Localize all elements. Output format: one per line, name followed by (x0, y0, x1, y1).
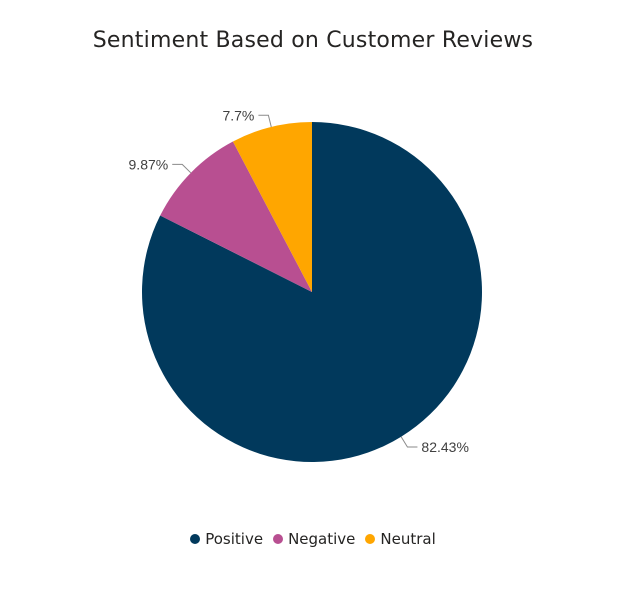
leader-line-negative (172, 163, 192, 174)
legend-dot-neutral (365, 534, 376, 544)
pie-slice-neutral[interactable] (232, 122, 312, 292)
data-label-neutral: 7.7% (222, 107, 254, 123)
legend-dot-negative (273, 534, 284, 544)
legend: Positive Negative Neutral (0, 530, 626, 548)
data-label-negative: 9.87% (129, 156, 169, 172)
legend-dot-positive (190, 534, 201, 544)
pie-slice-positive[interactable] (142, 122, 483, 463)
legend-label-neutral: Neutral (380, 530, 436, 548)
leader-line-positive (400, 436, 418, 448)
legend-label-positive: Positive (205, 530, 264, 548)
legend-item-neutral[interactable]: Neutral (365, 530, 436, 548)
leader-line-neutral (258, 114, 272, 128)
pie-slice-negative[interactable] (160, 141, 312, 292)
legend-label-negative: Negative (288, 530, 356, 548)
chart-title: Sentiment Based on Customer Reviews (92, 28, 534, 53)
legend-item-negative[interactable]: Negative (273, 530, 355, 548)
data-label-positive: 82.43% (421, 439, 468, 455)
legend-item-positive[interactable]: Positive (190, 530, 263, 548)
